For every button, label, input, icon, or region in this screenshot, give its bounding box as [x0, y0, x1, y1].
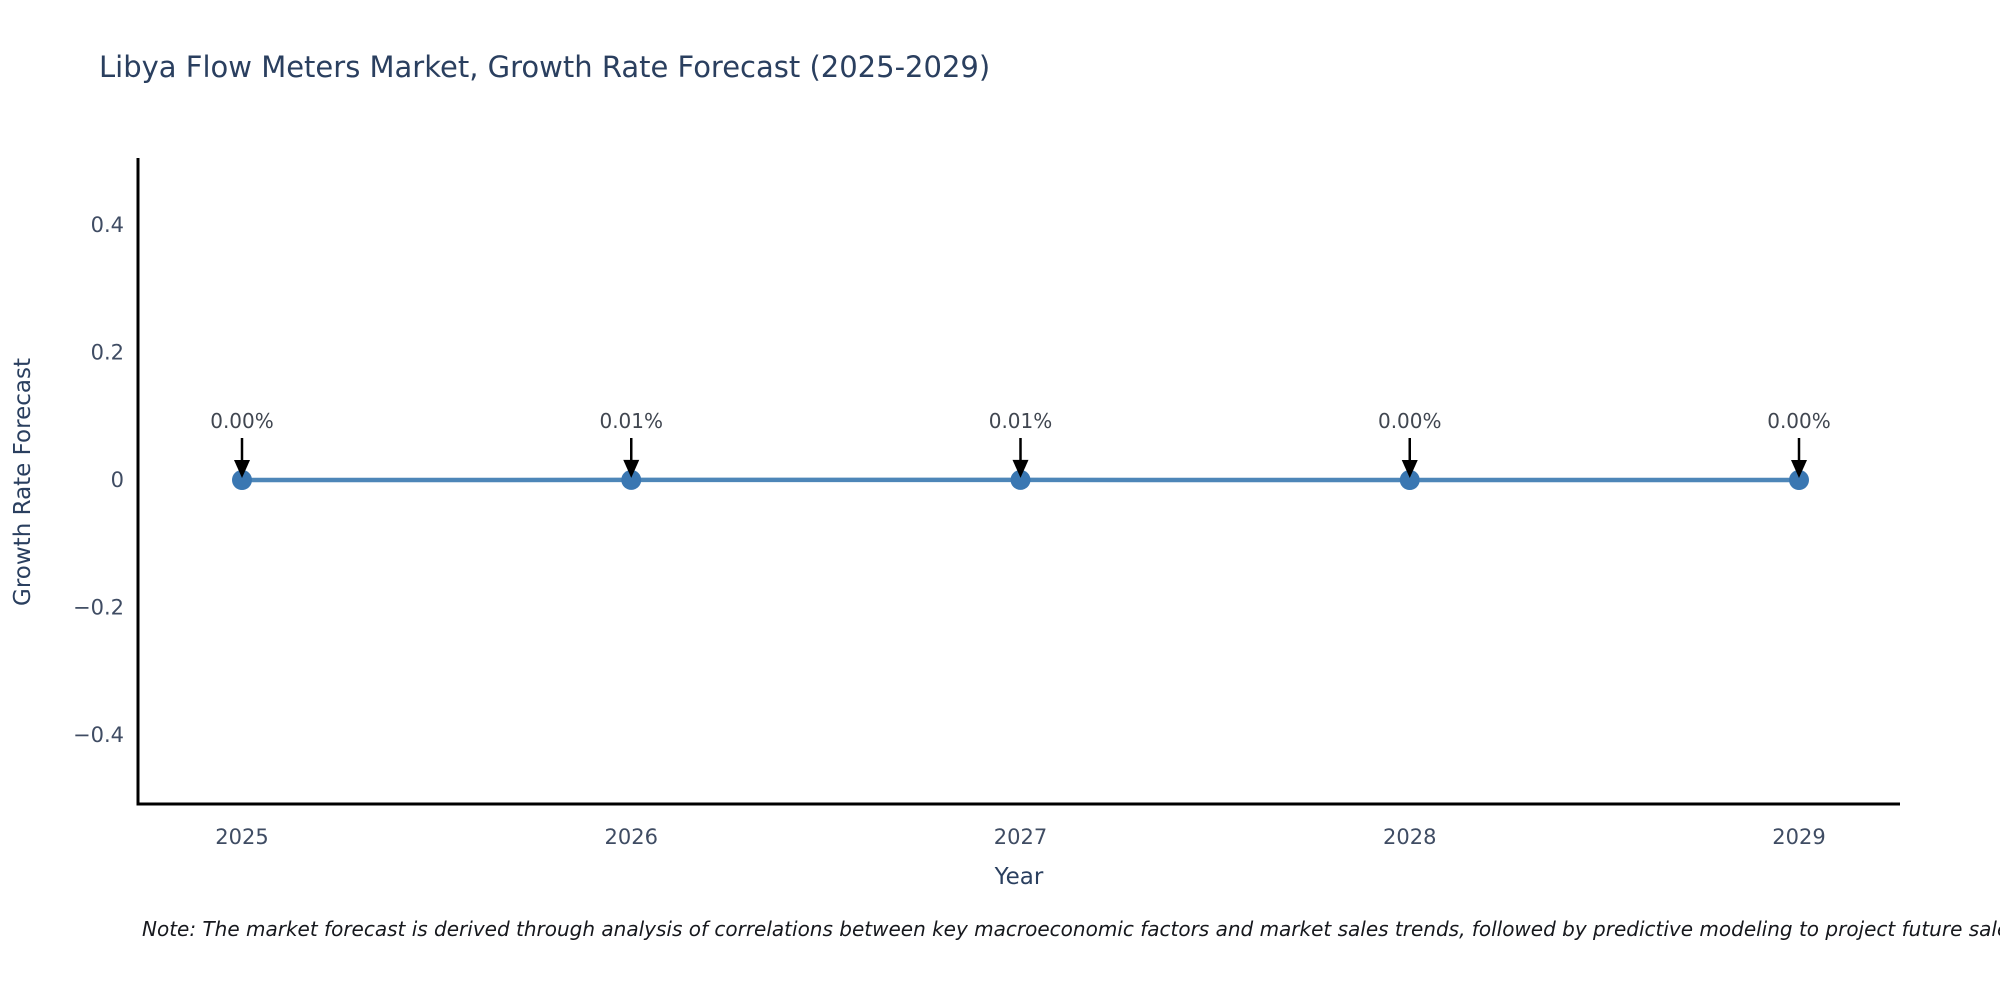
point-annotation-label: 0.00%: [1767, 409, 1831, 433]
y-tick-label: −0.4: [73, 723, 124, 747]
point-annotation-label: 0.01%: [599, 409, 663, 433]
x-tick-label: 2029: [1772, 825, 1825, 849]
data-point-2027[interactable]: [1010, 469, 1031, 490]
data-point-2026[interactable]: [621, 469, 642, 490]
annotation-arrowhead: [1791, 460, 1807, 478]
point-annotation-label: 0.00%: [210, 409, 274, 433]
x-axis-title: Year: [994, 864, 1044, 890]
y-tick-label: 0.4: [91, 213, 124, 237]
y-tick-label: 0.2: [91, 341, 124, 365]
chart-footnote: Note: The market forecast is derived thr…: [142, 917, 2000, 941]
chart-title: Libya Flow Meters Market, Growth Rate Fo…: [99, 50, 991, 84]
x-tick-label: 2028: [1383, 825, 1436, 849]
y-tick-label: 0: [111, 468, 124, 492]
data-point-2028[interactable]: [1399, 470, 1420, 490]
x-tick-label: 2027: [994, 825, 1047, 849]
data-point-2025[interactable]: [232, 470, 252, 490]
annotation-arrowhead: [1401, 460, 1418, 478]
annotation-arrowhead: [1012, 459, 1029, 478]
annotation-arrowhead: [623, 459, 640, 478]
x-tick-label: 2025: [215, 825, 268, 849]
point-annotation-label: 0.01%: [989, 409, 1053, 433]
y-axis-title: Growth Rate Forecast: [10, 358, 36, 606]
point-annotation-label: 0.00%: [1378, 409, 1442, 433]
y-tick-label: −0.2: [73, 596, 124, 620]
data-point-2029[interactable]: [1789, 470, 1809, 490]
x-tick-label: 2026: [605, 825, 658, 849]
annotation-arrowhead: [234, 460, 250, 478]
